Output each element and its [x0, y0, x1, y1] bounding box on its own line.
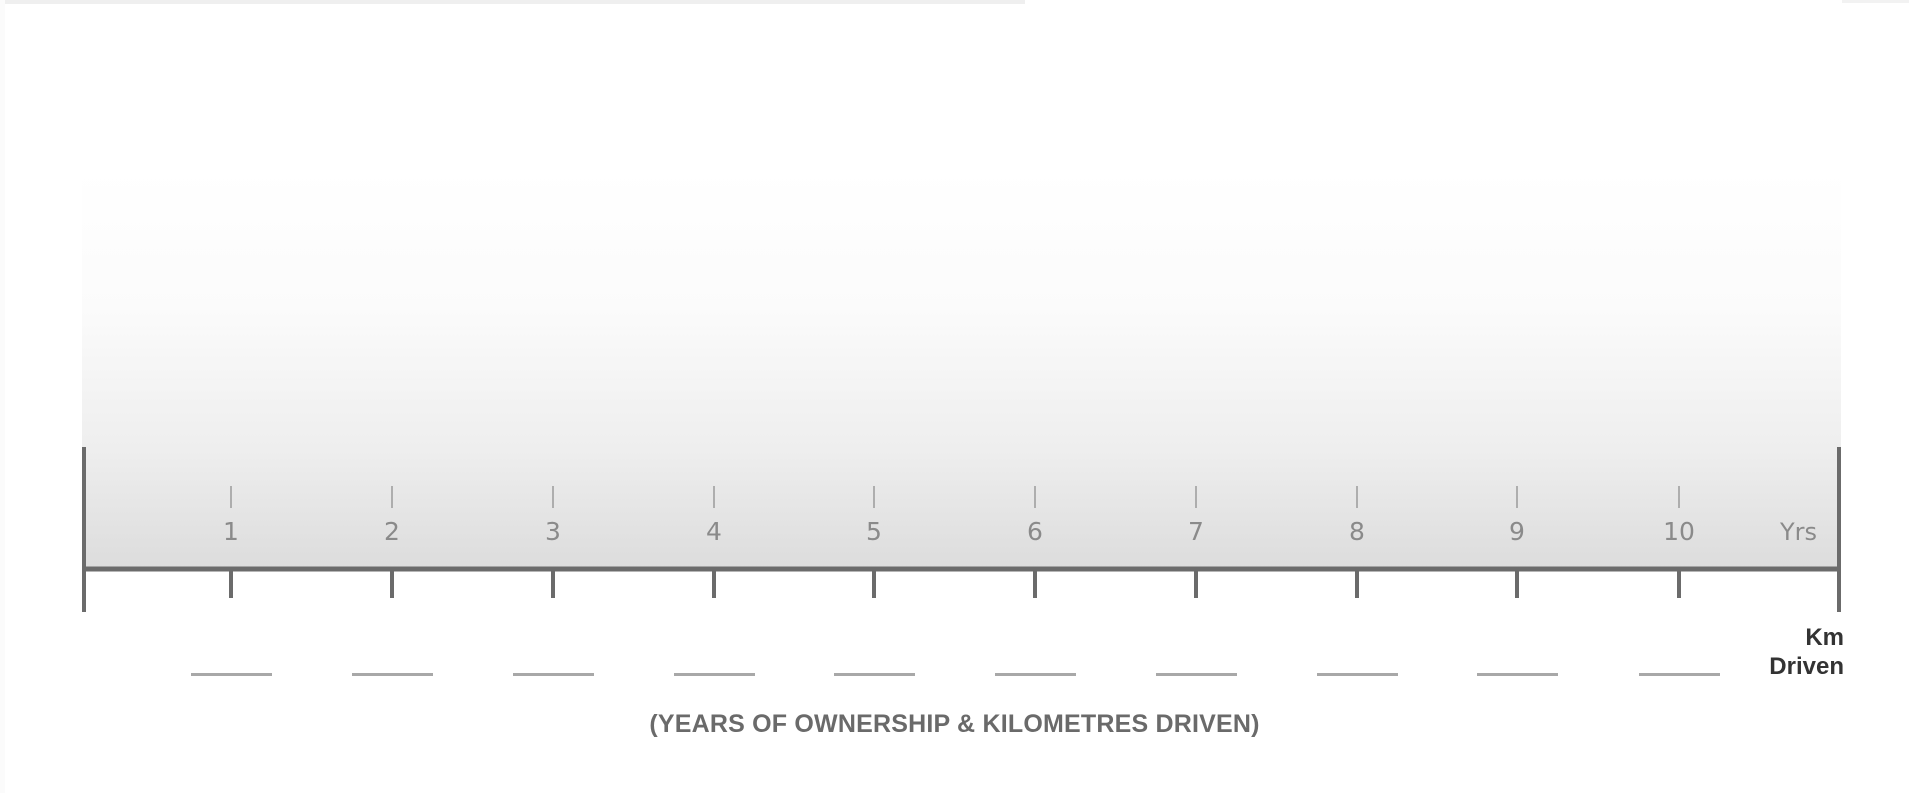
km-label-line1: Km	[1805, 624, 1844, 651]
km-label-line2: Driven	[1769, 653, 1844, 680]
year-label: 10	[1663, 517, 1695, 546]
year-label: 3	[545, 517, 561, 546]
top-border-strip-right	[1842, 0, 1909, 3]
km-driven-blank	[674, 673, 755, 676]
year-label: 1	[223, 517, 239, 546]
km-driven-blank	[1639, 673, 1720, 676]
km-driven-blank	[513, 673, 594, 676]
km-driven-blank	[191, 673, 272, 676]
year-label: 4	[706, 517, 722, 546]
years-unit-label: Yrs	[1780, 518, 1818, 546]
km-driven-blank	[1317, 673, 1398, 676]
year-label: 8	[1349, 517, 1365, 546]
year-label: 6	[1027, 517, 1043, 546]
timeline-gradient-band	[82, 170, 1841, 570]
km-driven-blank	[995, 673, 1076, 676]
year-label: 9	[1509, 517, 1525, 546]
left-border-strip	[0, 0, 5, 793]
km-driven-blank	[352, 673, 433, 676]
timeline-caption: (YEARS OF OWNERSHIP & KILOMETRES DRIVEN)	[649, 710, 1260, 738]
year-label: 5	[866, 517, 882, 546]
top-border-strip	[0, 0, 1025, 4]
year-label: 2	[384, 517, 400, 546]
km-driven-blank	[1156, 673, 1237, 676]
km-driven-label: Km Driven	[1769, 623, 1844, 681]
km-driven-blank	[834, 673, 915, 676]
year-label: 7	[1188, 517, 1204, 546]
km-driven-blank	[1477, 673, 1558, 676]
